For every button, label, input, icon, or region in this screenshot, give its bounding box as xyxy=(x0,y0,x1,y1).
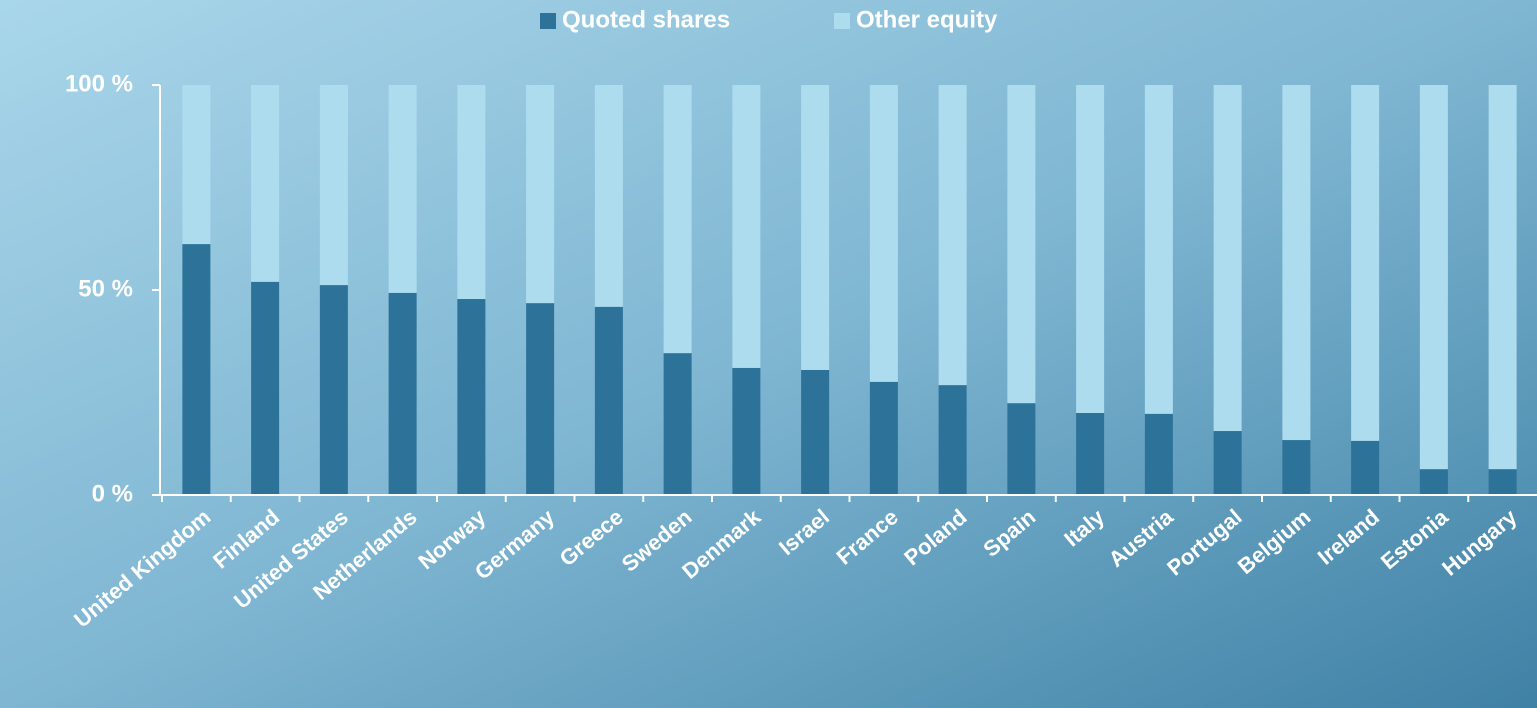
bar-segment xyxy=(388,292,417,495)
bar-segment xyxy=(1076,85,1105,413)
y-tick-label: 100 % xyxy=(65,70,133,97)
bar-segment xyxy=(801,369,830,495)
bar-segment xyxy=(457,85,486,300)
bar-segment xyxy=(1213,431,1242,495)
bar-segment xyxy=(1488,469,1517,495)
bar-segment xyxy=(388,85,417,293)
bar-segment xyxy=(1144,85,1173,414)
bar-segment xyxy=(1007,403,1036,495)
bar-segment xyxy=(938,385,967,495)
bar-segment xyxy=(251,85,280,282)
bar-segment xyxy=(1419,85,1448,470)
legend-label: Other equity xyxy=(856,6,998,33)
bar-segment xyxy=(182,85,211,245)
bar-segment xyxy=(594,85,623,307)
bar-segment xyxy=(1282,440,1311,495)
bar-segment xyxy=(1076,413,1105,495)
legend-swatch xyxy=(834,13,850,29)
bar-segment xyxy=(732,367,761,495)
bar-segment xyxy=(869,85,898,382)
y-tick-label: 0 % xyxy=(92,480,133,507)
bar-segment xyxy=(594,306,623,495)
bar-segment xyxy=(938,85,967,386)
bar-segment xyxy=(1419,469,1448,495)
bar-segment xyxy=(457,299,486,495)
legend-label: Quoted shares xyxy=(562,6,730,33)
bar-segment xyxy=(1351,440,1380,495)
bar-segment xyxy=(732,85,761,368)
bar-segment xyxy=(1213,85,1242,432)
bar-segment xyxy=(1351,85,1380,441)
y-tick-label: 50 % xyxy=(78,275,133,302)
bar-segment xyxy=(663,353,692,495)
bar-segment xyxy=(526,303,555,495)
bar-segment xyxy=(1488,85,1517,470)
bar-segment xyxy=(1282,85,1311,441)
bar-segment xyxy=(801,85,830,370)
bar-segment xyxy=(319,85,348,286)
bar-segment xyxy=(182,244,211,495)
bar-segment xyxy=(1007,85,1036,404)
bar-segment xyxy=(663,85,692,354)
bar-segment xyxy=(319,285,348,495)
legend-swatch xyxy=(540,13,556,29)
bar-segment xyxy=(1144,413,1173,495)
bar-segment xyxy=(251,281,280,495)
bar-segment xyxy=(526,85,555,304)
bar-segment xyxy=(869,381,898,495)
